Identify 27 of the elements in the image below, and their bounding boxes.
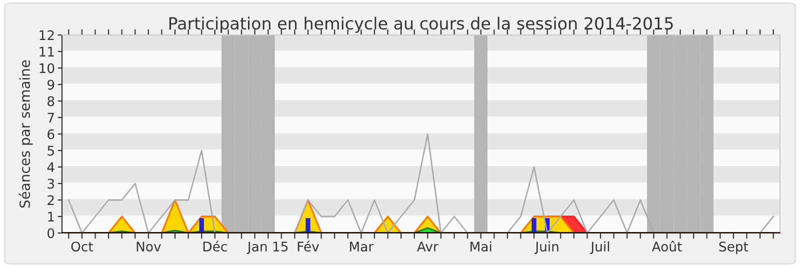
x-tick-label: Déc bbox=[203, 240, 227, 252]
y-axis-title: Séances par semaine bbox=[18, 60, 33, 208]
x-tick-label: Mai bbox=[470, 241, 492, 252]
x-tick-label: Jan 15 bbox=[246, 242, 288, 254]
x-tick-label: Avr bbox=[417, 242, 438, 252]
x-tick-label: Sept bbox=[719, 242, 748, 254]
y-tick-label: 2 bbox=[48, 195, 54, 206]
chart-title: Participation en hemicycle au cours de la session 2014-2015 bbox=[169, 16, 673, 33]
y-tick-label: 3 bbox=[48, 178, 54, 189]
y-tick-label: 0 bbox=[48, 228, 54, 238]
y-tick-label: 10 bbox=[40, 63, 54, 74]
y-tick-label: 1 bbox=[48, 212, 54, 222]
y-tick-label: 9 bbox=[47, 80, 54, 90]
x-tick-label: Juin bbox=[534, 241, 558, 254]
y-tick-label: 11 bbox=[40, 46, 54, 57]
x-tick-label: Août bbox=[652, 240, 682, 252]
x-tick-label: Nov bbox=[136, 242, 161, 252]
x-tick-label: Juil bbox=[590, 241, 610, 254]
x-tick-label: Mar bbox=[350, 242, 374, 252]
y-tick-label: 5 bbox=[48, 146, 54, 156]
y-tick-label: 12 bbox=[40, 30, 54, 40]
y-tick-label: 4 bbox=[47, 162, 54, 172]
y-tick-label: 7 bbox=[48, 112, 54, 123]
x-tick-label: Oct bbox=[71, 242, 94, 252]
y-tick-label: 8 bbox=[48, 96, 54, 106]
y-tick-label: 6 bbox=[48, 129, 54, 140]
x-tick-label: Fév bbox=[298, 240, 319, 252]
